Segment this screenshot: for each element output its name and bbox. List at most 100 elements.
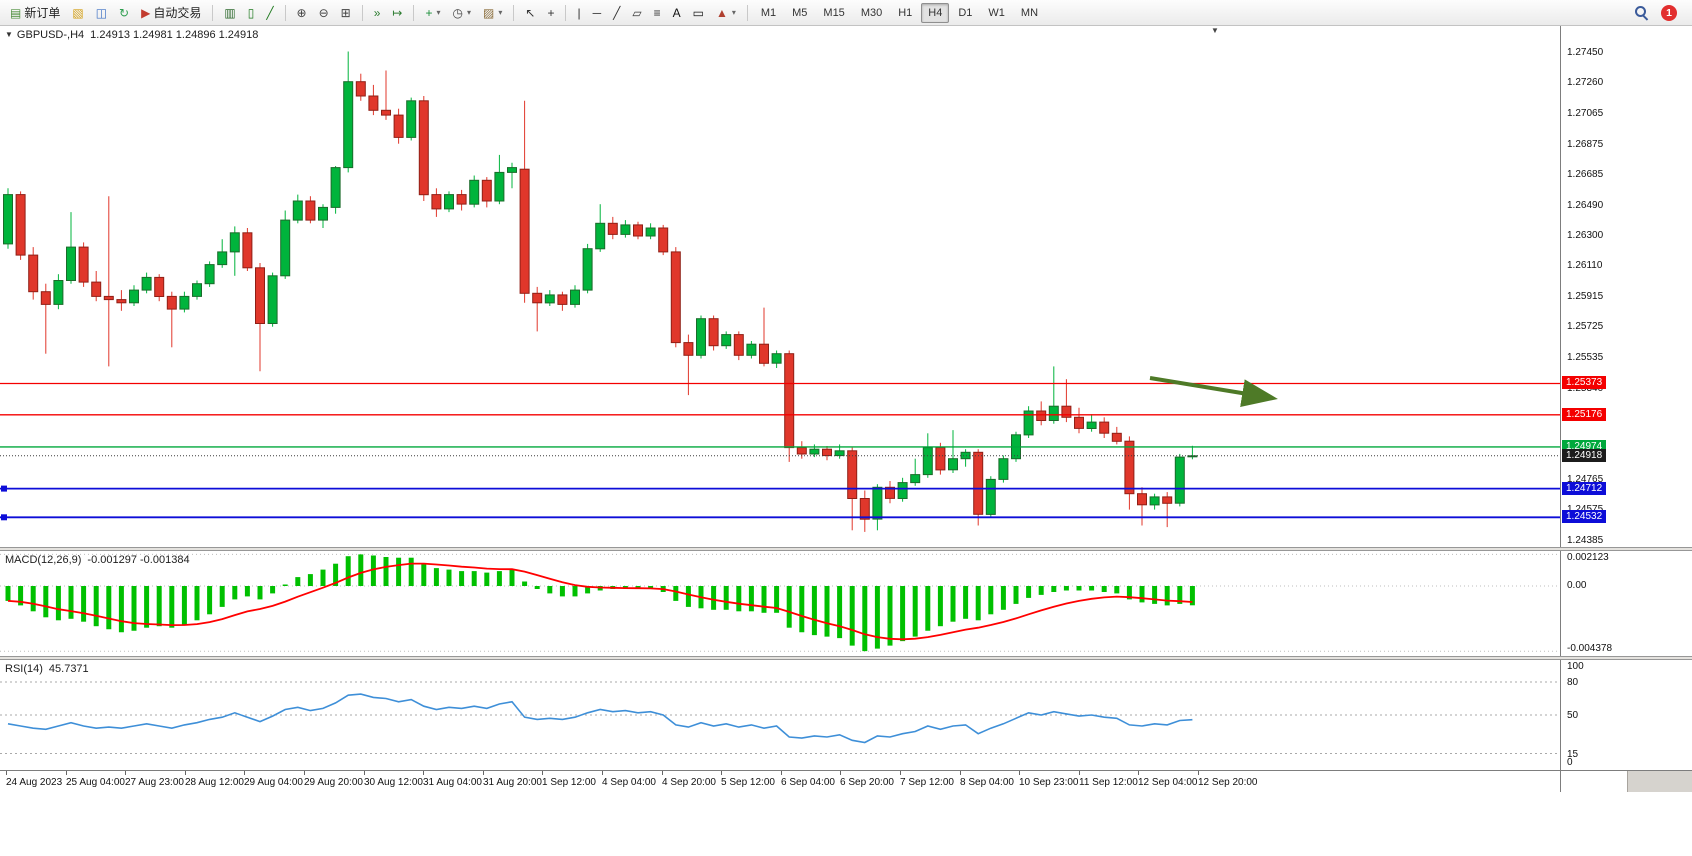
refresh-button[interactable]: ↻ [114, 2, 134, 24]
time-tick [781, 771, 782, 775]
rsi-title: RSI(14) 45.7371 [5, 663, 95, 675]
crosshair-button[interactable]: + [542, 2, 559, 24]
price-tick-label: 1.24575 [1567, 504, 1603, 515]
price-tick-label: 1.26490 [1567, 200, 1604, 211]
macd-panel[interactable]: MACD(12,26,9) -0.001297 -0.001384 [0, 551, 1560, 656]
trendline-icon: ╱ [613, 5, 621, 20]
time-label: 12 Sep 04:00 [1138, 777, 1198, 788]
templates-icon: ▨ [483, 5, 495, 20]
time-label: 30 Aug 12:00 [364, 777, 423, 788]
arrows-icon: ▲ [715, 5, 728, 20]
macd-tick-label: 0.00 [1567, 580, 1587, 591]
price-tick-label: 1.24385 [1567, 535, 1604, 546]
horizontal-line-button[interactable]: ─ [588, 2, 607, 24]
periods-button[interactable]: ◷ ▾ [448, 2, 477, 24]
time-tick [1138, 771, 1139, 775]
auto-trading-button[interactable]: ▶ 自动交易 [136, 2, 206, 24]
resize-grip [1627, 771, 1692, 792]
templates-button[interactable]: ▨ ▾ [478, 2, 507, 24]
panel-separator[interactable] [0, 547, 1692, 551]
timeframe-m30-button[interactable]: M30 [860, 6, 883, 19]
text-button[interactable]: A [668, 2, 686, 24]
time-tick [840, 771, 841, 775]
time-label: 1 Sep 12:00 [542, 777, 596, 788]
new-order-button[interactable]: ▤ 新订单 [5, 2, 65, 24]
rsi-chart[interactable] [0, 660, 1560, 770]
time-label: 10 Sep 23:00 [1019, 777, 1079, 788]
time-axis[interactable]: 24 Aug 2023 25 Aug 04:00 27 Aug 23:00 28 Au… [0, 770, 1560, 792]
time-tick [6, 771, 7, 775]
profiles-button[interactable]: ◫ [91, 2, 112, 24]
price-level-badge: 1.25373 [1562, 376, 1607, 389]
timeframe-h1-button[interactable]: H1 [898, 6, 913, 19]
indicators-button[interactable]: + ▾ [420, 2, 445, 24]
time-label: 5 Sep 12:00 [721, 777, 775, 788]
notification-badge[interactable]: 1 [1661, 4, 1677, 21]
chart-shift-button[interactable]: ↦ [387, 2, 407, 24]
time-tick [721, 771, 722, 775]
time-tick [960, 771, 961, 775]
chart-collapse-icon[interactable]: ▼ [5, 30, 13, 39]
dropdown-caret-icon: ▾ [731, 8, 736, 17]
fibonacci-icon: ≡ [653, 5, 661, 20]
timeframe-w1-button[interactable]: W1 [988, 6, 1005, 19]
price-level-badge: 1.24918 [1562, 449, 1607, 462]
timeframe-m5-button[interactable]: M5 [792, 6, 808, 19]
chart-shift-marker[interactable]: ▼ [1211, 26, 1219, 35]
macd-axis[interactable]: 0.002123 0.00 -0.004378 [1560, 551, 1692, 656]
time-tick [900, 771, 901, 775]
time-label: 4 Sep 04:00 [602, 777, 656, 788]
time-label: 29 Aug 20:00 [304, 777, 363, 788]
timeframe-h4-button[interactable]: H4 [921, 2, 950, 23]
panel-separator[interactable] [0, 656, 1692, 660]
bar-chart-button[interactable]: ▥ [219, 2, 240, 24]
main-chart-panel[interactable]: ▼ GBPUSD-,H4 1.24913 1.24981 1.24896 1.249… [0, 26, 1560, 547]
timeframe-m1-button[interactable]: M1 [760, 6, 777, 19]
rsi-indicator-value: 45.7371 [48, 663, 89, 675]
price-tick-label: 1.24765 [1567, 474, 1604, 485]
price-tick-label: 1.26875 [1567, 139, 1604, 150]
candlestick-chart-icon: ▯ [247, 5, 255, 20]
search-button[interactable] [1630, 2, 1653, 24]
timeframe-mn-button[interactable]: MN [1020, 6, 1039, 19]
time-tick [662, 771, 663, 775]
candlestick-chart[interactable] [0, 26, 1560, 547]
tile-windows-button[interactable]: ⊞ [336, 2, 356, 24]
text-label-button[interactable]: ▭ [688, 2, 709, 24]
timeframe-m15-button[interactable]: M15 [823, 6, 845, 19]
rsi-tick-label: 0 [1567, 757, 1573, 768]
toolbar: ▤ 新订单 ▧ ◫ ↻ ▶ 自动交易 ▥ ▯ ╱ ⊕ ⊖ ⊞» ↦ + ▾ ◷ ▾ ▨ ▾ ↖ + | ─ ╱ ▱ ≡ A ▭ ▲ ▾ M1 M… [0, 0, 1692, 26]
zoom-out-button[interactable]: ⊖ [314, 2, 334, 24]
fibonacci-button[interactable]: ≡ [649, 2, 666, 24]
arrows-button[interactable]: ▲ ▾ [711, 2, 741, 24]
indicators-icon: + [425, 5, 433, 20]
price-tick-label: 1.27065 [1567, 108, 1604, 119]
trendline-button[interactable]: ╱ [608, 2, 625, 24]
new-order-icon: ▤ [10, 5, 22, 20]
toolbar-separator [746, 4, 748, 21]
rsi-axis[interactable]: 100 80 50 15 0 [1560, 660, 1692, 770]
vertical-line-button[interactable]: | [572, 2, 585, 24]
rsi-panel[interactable]: RSI(14) 45.7371 [0, 660, 1560, 770]
price-tick-label: 1.26685 [1567, 169, 1604, 180]
time-tick [364, 771, 365, 775]
crosshair-icon: + [547, 5, 555, 20]
time-tick [185, 771, 186, 775]
auto-scroll-button[interactable]: » [369, 2, 386, 24]
macd-chart[interactable] [0, 551, 1560, 656]
auto-scroll-icon: » [373, 5, 381, 20]
price-axis[interactable]: 1.27450 1.27260 1.27065 1.26875 1.26685 1.264… [1560, 26, 1692, 547]
line-chart-button[interactable]: ╱ [261, 2, 278, 24]
channel-button[interactable]: ▱ [627, 2, 646, 24]
timeframe-d1-button[interactable]: D1 [958, 6, 973, 19]
cursor-button[interactable]: ↖ [520, 2, 540, 24]
new-chart-button[interactable]: ▧ [67, 2, 88, 24]
time-tick [602, 771, 603, 775]
time-tick [1198, 771, 1199, 775]
toolbar-separator [361, 4, 363, 21]
candlestick-chart-button[interactable]: ▯ [243, 2, 260, 24]
bar-chart-icon: ▥ [224, 5, 236, 20]
horizontal-line-icon: ─ [592, 5, 602, 20]
zoom-in-button[interactable]: ⊕ [292, 2, 312, 24]
